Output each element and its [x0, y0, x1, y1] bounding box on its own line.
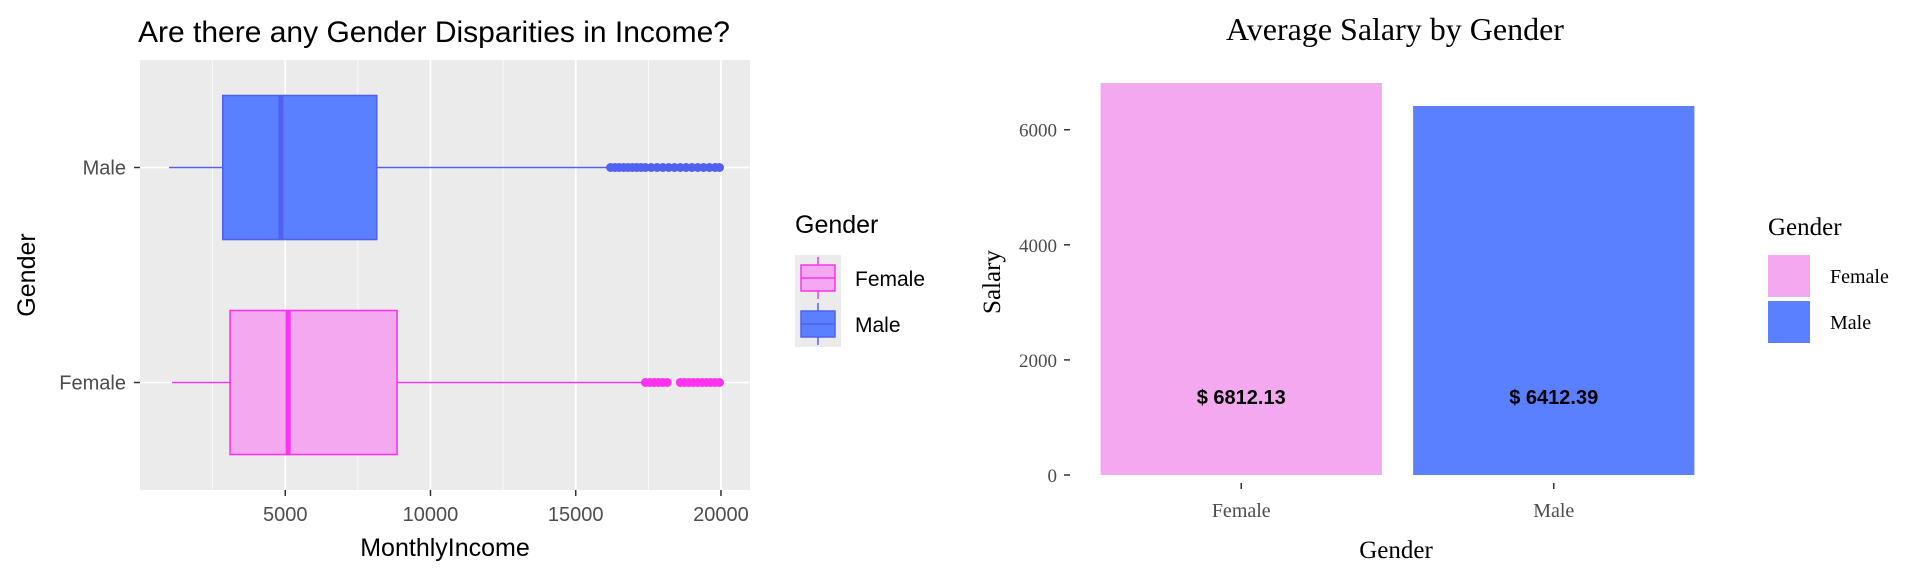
bar-x-tick-label-female: Female	[1212, 500, 1271, 522]
boxplot-x-axis-label: MonthlyIncome	[360, 534, 530, 562]
boxplot-plot-area	[169, 94, 724, 456]
boxplot-title: Are there any Gender Disparities in Inco…	[138, 16, 730, 49]
boxplot-y-axis-ticks: Female Male	[59, 158, 140, 395]
outlier-point-female	[715, 378, 724, 387]
outlier-point-male	[715, 163, 724, 172]
boxplot-x-tick-label: 5000	[263, 504, 308, 526]
boxplot-x-tick-label: 20000	[693, 504, 749, 526]
boxplot-x-tick-label: 15000	[548, 504, 604, 526]
boxplot-y-tick-label-male: Male	[83, 158, 126, 180]
bar-y-tick-label: 2000	[1019, 351, 1057, 372]
bar-legend: Gender Female Male	[1768, 214, 1889, 343]
boxplot-legend: Gender Female Male	[795, 211, 925, 347]
box-female	[171, 309, 724, 456]
bar-chart-title: Average Salary by Gender	[1226, 11, 1564, 47]
bar-female	[1100, 83, 1382, 475]
bar-legend-key-male	[1768, 301, 1810, 343]
bar-legend-label-male: Male	[1830, 312, 1871, 334]
boxplot-x-axis-ticks: 5000 10000 15000 20000	[263, 490, 749, 526]
bar-y-tick-label: 4000	[1019, 236, 1057, 257]
bar-chart: Average Salary by Gender $ 6812.13 $ 6412…	[979, 11, 1889, 564]
bar-y-axis-ticks: 0 2000 4000 6000	[1019, 121, 1070, 487]
bar-y-tick-label: 0	[1048, 466, 1058, 487]
iqr-box-male	[221, 94, 378, 241]
bar-x-tick-label-male: Male	[1533, 500, 1574, 522]
bar-x-axis-ticks: Female Male	[1212, 483, 1574, 522]
bar-data-label-male: $ 6412.39	[1509, 387, 1598, 409]
boxplot-chart: Are there any Gender Disparities in Inco…	[13, 16, 925, 562]
boxplot-y-axis-label: Gender	[13, 233, 41, 316]
bar-y-axis-label: Salary	[979, 250, 1006, 314]
boxplot-legend-label-male: Male	[855, 314, 901, 337]
bar-male	[1413, 106, 1695, 475]
bar-plot-area: $ 6812.13 $ 6412.39	[1100, 83, 1695, 475]
bar-legend-title: Gender	[1768, 214, 1842, 241]
bar-y-tick-label: 6000	[1019, 121, 1057, 142]
boxplot-legend-title: Gender	[795, 211, 878, 239]
bar-data-label-female: $ 6812.13	[1197, 387, 1286, 409]
boxplot-x-tick-label: 10000	[403, 504, 459, 526]
bar-x-axis-label: Gender	[1359, 537, 1433, 564]
iqr-box-female	[229, 309, 398, 456]
box-male	[169, 94, 724, 241]
bar-legend-key-female	[1768, 255, 1810, 297]
boxplot-y-tick-label-female: Female	[59, 373, 126, 395]
bar-legend-label-female: Female	[1830, 266, 1889, 288]
boxplot-legend-label-female: Female	[855, 268, 925, 291]
outlier-point-female	[662, 378, 672, 387]
